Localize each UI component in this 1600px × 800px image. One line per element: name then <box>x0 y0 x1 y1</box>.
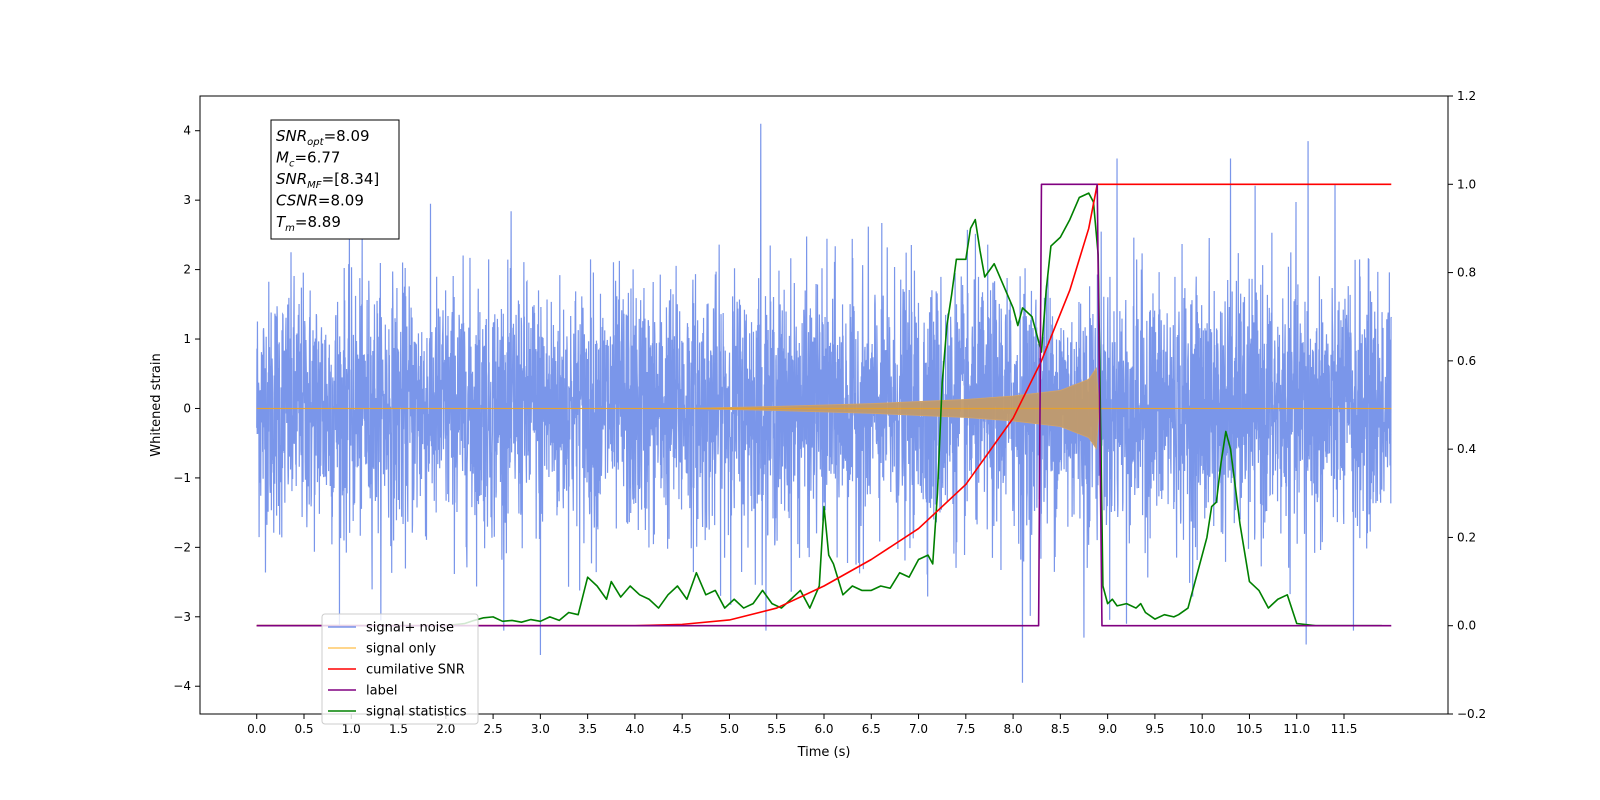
y2-tick-label: 0.4 <box>1457 442 1476 456</box>
x-tick-label: 4.5 <box>673 722 692 736</box>
y2-tick-label: 0.0 <box>1457 619 1476 633</box>
x-axis-label: Time (s) <box>797 745 851 760</box>
plot-area <box>256 123 1392 683</box>
y-axis-left: −4 −3 −2 −1 0 1 2 3 4 <box>173 124 200 693</box>
annotation-line: Tm=8.89 <box>276 213 341 234</box>
y-tick-label: 4 <box>183 124 191 138</box>
legend-entry: signal statistics <box>366 705 467 720</box>
legend-entry: label <box>366 684 397 699</box>
x-tick-label: 1.5 <box>389 722 408 736</box>
x-tick-label: 2.0 <box>436 722 455 736</box>
x-tick-label: 6.0 <box>814 722 833 736</box>
x-tick-label: 4.0 <box>625 722 644 736</box>
x-tick-label: 0.0 <box>247 722 266 736</box>
x-tick-label: 8.0 <box>1004 722 1023 736</box>
signal-only-series <box>256 367 1392 450</box>
y2-tick-label: 0.6 <box>1457 354 1476 368</box>
y-tick-label: 2 <box>183 263 191 277</box>
y2-tick-label: 1.2 <box>1457 89 1476 103</box>
y-tick-label: −4 <box>173 679 191 693</box>
signal-statistics-line <box>256 192 1382 627</box>
x-tick-label: 7.5 <box>956 722 975 736</box>
x-tick-label: 9.5 <box>1145 722 1164 736</box>
x-tick-label: 11.5 <box>1331 722 1358 736</box>
x-tick-label: 10.5 <box>1236 722 1263 736</box>
label-line <box>256 183 1392 627</box>
y2-tick-label: 1.0 <box>1457 177 1476 191</box>
annotation-line: SNRopt=8.09 <box>276 127 370 148</box>
y-tick-label: −3 <box>173 610 191 624</box>
x-tick-label: 6.5 <box>862 722 881 736</box>
legend-entry: cumilative SNR <box>366 663 465 678</box>
x-tick-label: 8.5 <box>1051 722 1070 736</box>
annotation-line: CSNR=8.09 <box>276 192 364 210</box>
x-tick-label: 11.0 <box>1283 722 1310 736</box>
x-tick-label: 5.0 <box>720 722 739 736</box>
y2-tick-label: −0.2 <box>1457 707 1486 721</box>
y-tick-label: 1 <box>183 332 191 346</box>
x-tick-label: 5.5 <box>767 722 786 736</box>
signal-noise-line <box>256 123 1392 683</box>
line-series-layer <box>256 183 1392 627</box>
legend-entry: signal only <box>366 642 436 657</box>
y-tick-label: 3 <box>183 193 191 207</box>
annotation-line: Mc=6.77 <box>276 149 340 170</box>
y2-tick-label: 0.2 <box>1457 530 1476 544</box>
y-axis-label: Whitened strain <box>149 353 164 456</box>
signal-noise-series <box>256 123 1392 683</box>
x-tick-label: 1.0 <box>342 722 361 736</box>
y-tick-label: −1 <box>173 471 191 485</box>
x-axis: 0.0 0.5 1.0 1.5 2.0 2.5 3.0 3.5 4.0 4.5 5.0 5.5 6.0 6… <box>247 714 1357 736</box>
x-tick-label: 9.0 <box>1098 722 1117 736</box>
cumilative-snr-line <box>256 183 1392 627</box>
x-tick-label: 0.5 <box>294 722 313 736</box>
x-tick-label: 10.0 <box>1189 722 1216 736</box>
legend-entry: signal+ noise <box>366 621 454 636</box>
legend: signal+ noise signal only cumilative SNR la… <box>321 613 479 725</box>
y-tick-label: 0 <box>183 401 191 415</box>
annotation-frame <box>270 119 400 240</box>
x-tick-label: 7.0 <box>909 722 928 736</box>
y-axis-right: −0.2 0.0 0.2 0.4 0.6 0.8 1.0 1.2 <box>1448 89 1486 721</box>
x-tick-label: 3.5 <box>578 722 597 736</box>
legend-frame <box>321 613 479 725</box>
annotation-line: SNRMF=[8.34] <box>276 170 379 191</box>
x-tick-label: 2.5 <box>484 722 503 736</box>
y2-tick-label: 0.8 <box>1457 266 1476 280</box>
x-tick-label: 3.0 <box>531 722 550 736</box>
y-tick-label: −2 <box>173 540 191 554</box>
